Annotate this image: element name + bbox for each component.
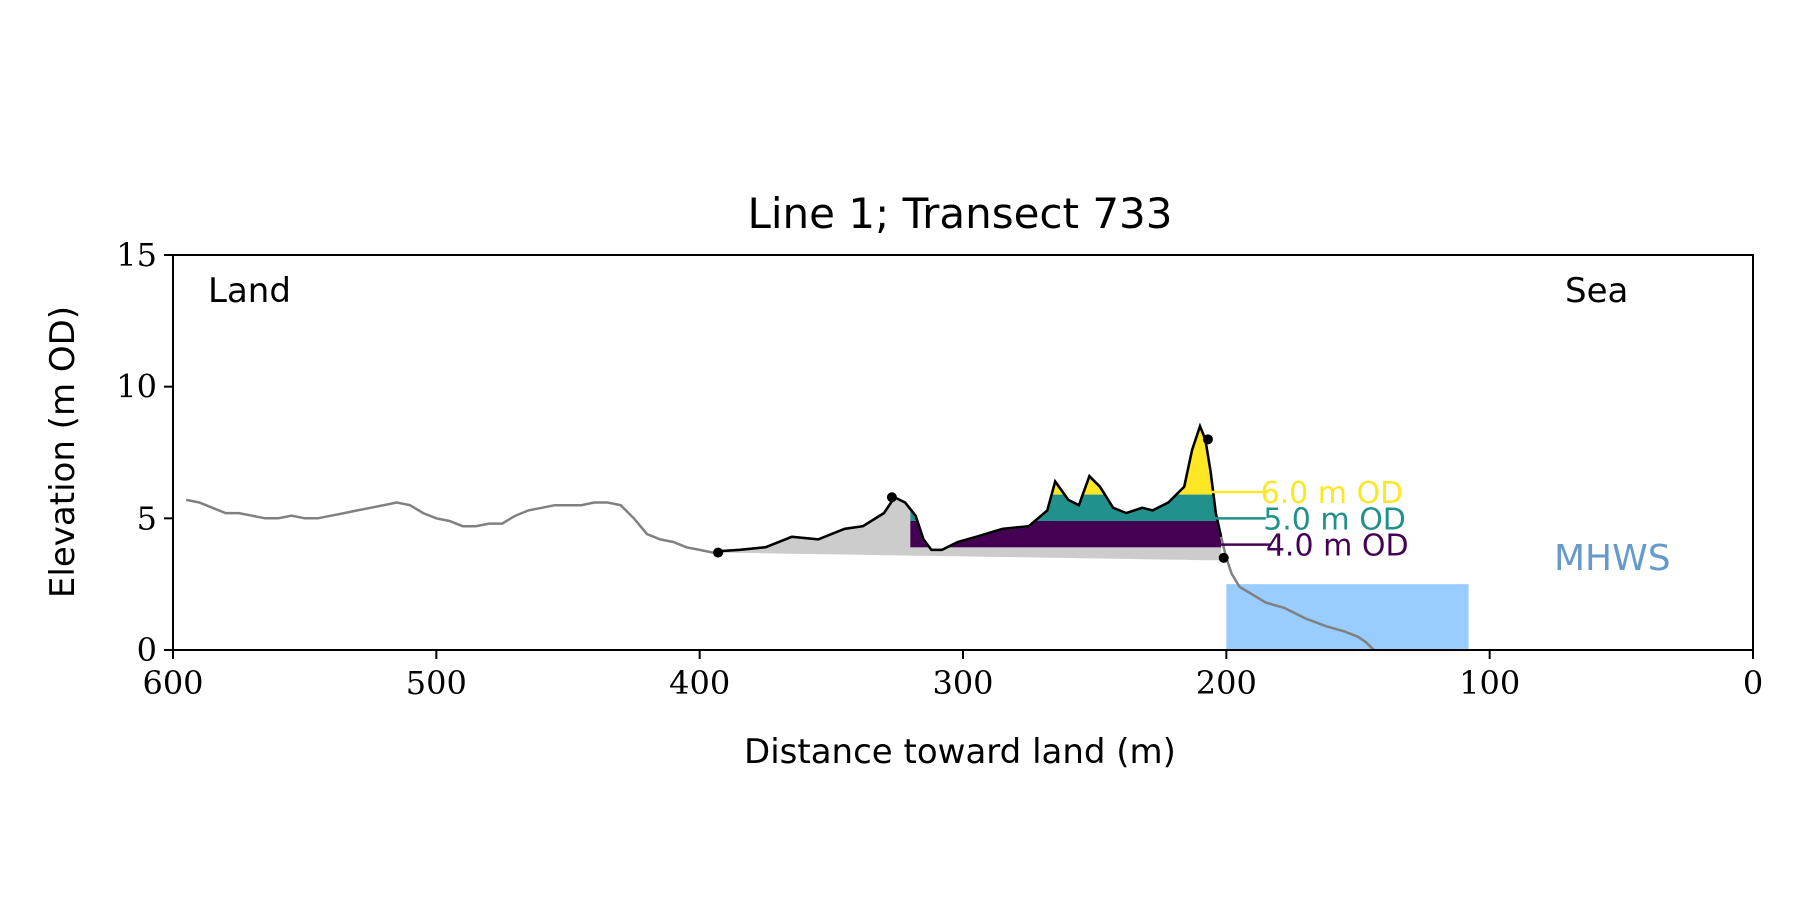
x-tick-label: 400 xyxy=(669,664,730,702)
x-tick-label: 600 xyxy=(142,664,203,702)
dune-profile-line xyxy=(718,422,1223,553)
x-tick-label: 200 xyxy=(1196,664,1257,702)
y-axis-label: Elevation (m OD) xyxy=(43,306,83,598)
x-tick-label: 100 xyxy=(1459,664,1520,702)
x-tick-label: 0 xyxy=(1743,664,1763,702)
marker-point xyxy=(1218,552,1229,563)
level-band-40 xyxy=(910,520,1222,548)
x-tick-label: 300 xyxy=(932,664,993,702)
level-label-50: 5.0 m OD xyxy=(1263,502,1406,537)
marker-point xyxy=(713,547,724,558)
level-band-50 xyxy=(910,494,1222,521)
chart-title: Line 1; Transect 733 xyxy=(747,189,1172,238)
plot-frame xyxy=(172,254,1754,651)
level-label-60: 6.0 m OD xyxy=(1261,476,1404,511)
y-tick-label: 5 xyxy=(137,499,157,537)
x-tick-label: 500 xyxy=(406,664,467,702)
mhws-water-area xyxy=(1226,584,1469,650)
x-axis-label: Distance toward land (m) xyxy=(744,732,1176,772)
marker-point xyxy=(1202,434,1213,445)
y-tick-label: 10 xyxy=(116,368,157,406)
land-annotation: Land xyxy=(208,271,291,311)
level-label-40: 4.0 m OD xyxy=(1266,529,1409,564)
mhws-label: MHWS xyxy=(1554,538,1671,579)
y-tick-label: 15 xyxy=(116,236,157,274)
marker-point xyxy=(886,492,897,503)
y-tick-label: 0 xyxy=(137,631,157,669)
sea-annotation: Sea xyxy=(1565,271,1628,311)
